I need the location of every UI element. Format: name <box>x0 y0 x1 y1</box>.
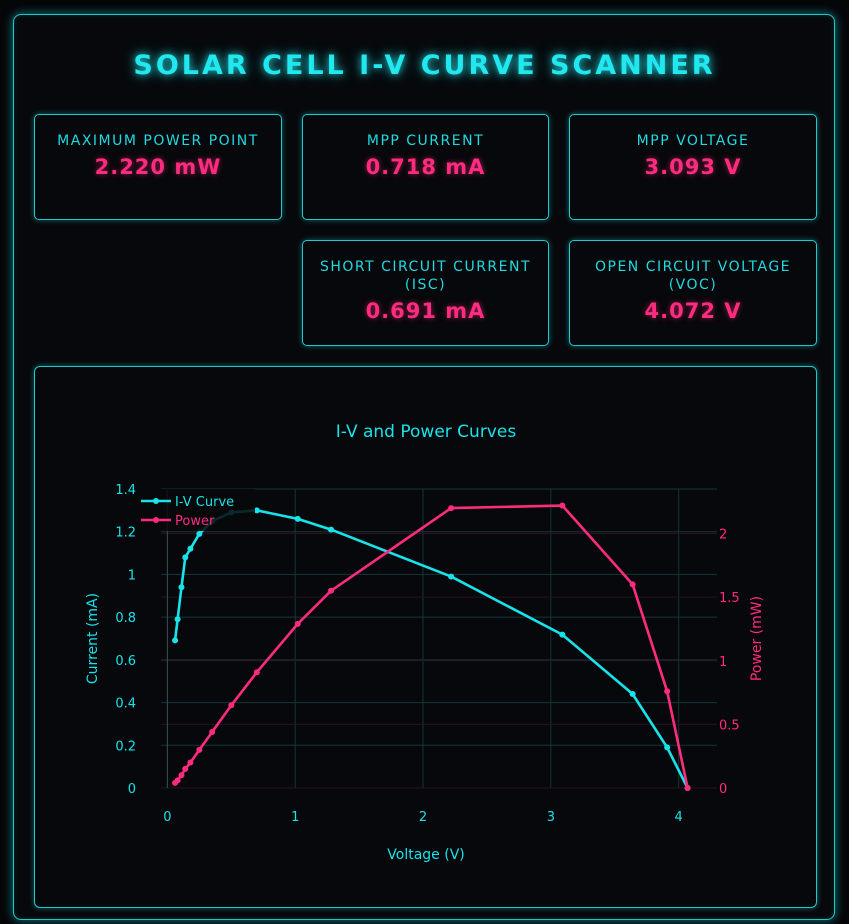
y2-tick-label: 0.5 <box>719 718 740 733</box>
legend-item-label: Power <box>175 514 215 529</box>
series-point-power <box>448 505 455 512</box>
series-point-power <box>684 785 691 791</box>
mpp-current-label: MPP CURRENT <box>366 133 485 149</box>
series-line-iv-curve <box>173 509 689 789</box>
y2-tick-label: 1.5 <box>719 591 740 606</box>
series-point-power <box>209 729 216 736</box>
y-tick-label: 0.6 <box>115 654 136 669</box>
series-point-iv-curve <box>172 637 179 644</box>
y-tick-label: 0.8 <box>115 611 136 626</box>
series-point-power <box>196 746 203 753</box>
y-tick-label: 1.4 <box>115 483 136 498</box>
legend-item-label: I-V Curve <box>175 495 234 510</box>
series-point-iv-curve <box>196 530 203 537</box>
iv-power-chart: I-V and Power Curves 0 1 2 3 4 0 0.2 0.4 0.6 0.8 1 1… <box>85 422 765 863</box>
y-tick-label: 1.2 <box>115 526 136 541</box>
series-point-iv-curve <box>294 515 301 522</box>
mpp-current-value: 0.718 mA <box>365 155 486 179</box>
series-point-power <box>664 688 671 695</box>
x-tick-label: 4 <box>675 810 683 825</box>
page-title: SOLAR CELL I-V CURVE SCANNER <box>133 50 716 81</box>
legend-swatch-point <box>153 498 159 504</box>
series-point-power <box>228 702 235 709</box>
legend-background <box>137 489 255 531</box>
mpp-voltage-label: MPP VOLTAGE <box>636 133 750 149</box>
series-point-power <box>559 502 566 509</box>
chart-title: I-V and Power Curves <box>336 422 517 442</box>
isc-label: SHORT CIRCUIT CURRENT (ISC) <box>319 259 532 293</box>
series-point-power <box>178 772 185 779</box>
x-tick-label: 0 <box>163 810 171 825</box>
voc-label: OPEN CIRCUIT VOLTAGE (VOC) <box>594 259 792 293</box>
series-point-iv-curve <box>448 573 455 580</box>
mpp-voltage-card: MPP VOLTAGE 3.093 V <box>569 114 817 220</box>
series-point-power <box>294 620 301 627</box>
isc-card: SHORT CIRCUIT CURRENT (ISC) 0.691 mA <box>302 240 549 346</box>
legend-swatch-point <box>153 517 159 523</box>
voc-card: OPEN CIRCUIT VOLTAGE (VOC) 4.072 V <box>569 240 817 346</box>
series-point-iv-curve <box>664 744 671 751</box>
x-axis-title: Voltage (V) <box>387 847 464 863</box>
series-point-power <box>253 669 260 676</box>
series-line-power <box>174 504 689 789</box>
mpp-value: 2.220 mW <box>94 155 222 179</box>
series-point-iv-curve <box>182 554 189 561</box>
y-tick-label: 0.4 <box>115 697 136 712</box>
series-point-iv-curve <box>174 616 181 623</box>
y2-axis-title: Power (mW) <box>749 596 765 681</box>
y-tick-label: 1 <box>128 568 136 583</box>
series-point-iv-curve <box>559 631 566 638</box>
y2-tick-label: 0 <box>719 782 727 797</box>
series-point-power <box>187 759 194 766</box>
mpp-card: MAXIMUM POWER POINT 2.220 mW <box>34 114 282 220</box>
series-point-iv-curve <box>178 584 185 591</box>
series-point-iv-curve <box>253 507 260 514</box>
y-axis-title: Current (mA) <box>85 593 101 684</box>
series-point-power <box>629 581 636 588</box>
series-point-iv-curve <box>327 526 334 533</box>
y-tick-label: 0 <box>128 782 136 797</box>
series-point-iv-curve <box>187 545 194 552</box>
series-point-iv-curve <box>629 691 636 698</box>
chart-panel: I-V and Power Curves 0 1 2 3 4 0 0.2 0.4 0.6 0.8 1 1… <box>34 366 817 908</box>
x-tick-label: 2 <box>419 810 427 825</box>
x-tick-label: 1 <box>291 810 299 825</box>
series-point-power <box>174 777 181 784</box>
y2-tick-label: 1 <box>719 655 727 670</box>
y2-tick-label: 2 <box>719 528 727 543</box>
series-point-power <box>182 765 189 772</box>
mpp-voltage-value: 3.093 V <box>644 155 742 179</box>
mpp-label: MAXIMUM POWER POINT <box>57 133 259 149</box>
isc-value: 0.691 mA <box>365 299 486 323</box>
x-tick-label: 3 <box>547 810 555 825</box>
y-tick-label: 0.2 <box>115 739 136 754</box>
mpp-current-card: MPP CURRENT 0.718 mA <box>302 114 549 220</box>
series-point-power <box>327 587 334 594</box>
voc-value: 4.072 V <box>644 299 742 323</box>
